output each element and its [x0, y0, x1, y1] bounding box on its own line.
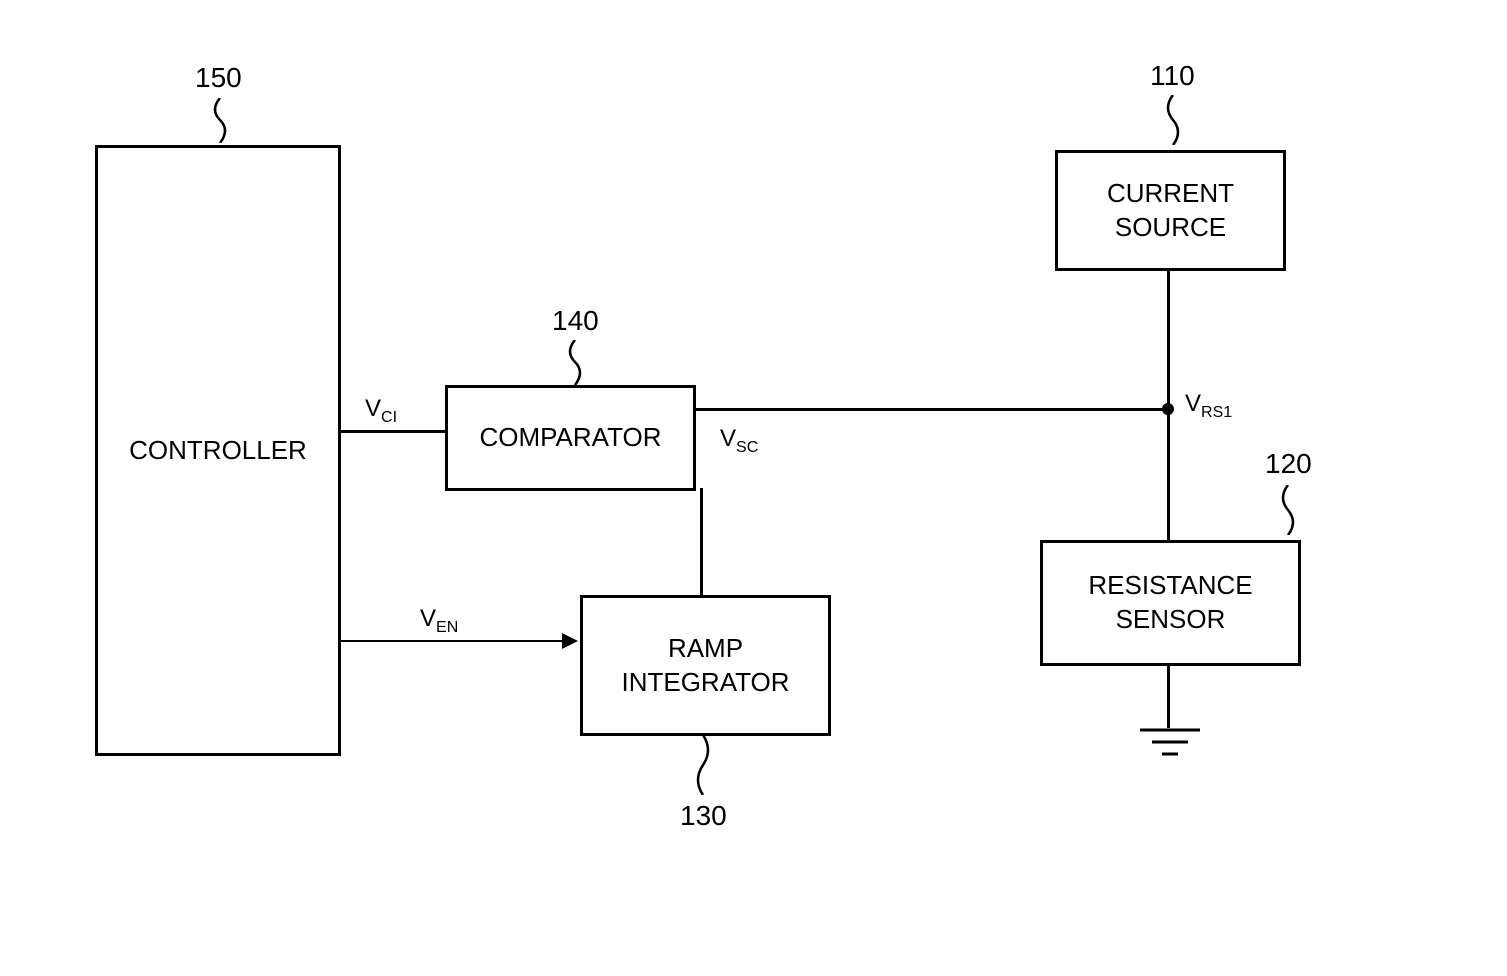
signal-vsc: VSC — [720, 425, 758, 457]
diagram-canvas: CONTROLLER 150 COMPARATOR 140 RAMPINTEGR… — [0, 0, 1507, 976]
wire-currentsource-node — [1167, 268, 1170, 411]
comparator-label: COMPARATOR — [479, 421, 661, 455]
controller-block: CONTROLLER — [95, 145, 341, 756]
controller-ref: 150 — [195, 62, 242, 94]
resistance-sensor-label: RESISTANCESENSOR — [1088, 569, 1252, 637]
controller-squiggle — [205, 98, 235, 143]
comparator-block: COMPARATOR — [445, 385, 696, 491]
comparator-squiggle — [560, 340, 590, 385]
node-vrs1 — [1162, 403, 1174, 415]
signal-vrs1: VRS1 — [1185, 390, 1232, 422]
controller-label: CONTROLLER — [129, 434, 307, 468]
current-source-label: CURRENTSOURCE — [1107, 177, 1234, 245]
ground-symbol — [1130, 725, 1210, 765]
ramp-integrator-block: RAMPINTEGRATOR — [580, 595, 831, 736]
comparator-ref: 140 — [552, 305, 599, 337]
wire-resistancesensor-ground — [1167, 663, 1170, 728]
wire-controller-ramp — [338, 640, 564, 642]
ramp-integrator-squiggle — [688, 735, 718, 795]
current-source-ref: 110 — [1150, 60, 1195, 92]
resistance-sensor-ref: 120 — [1265, 448, 1312, 480]
signal-vci: VCI — [365, 395, 397, 427]
current-source-block: CURRENTSOURCE — [1055, 150, 1286, 271]
wire-comparator-ramp — [700, 488, 703, 595]
resistance-sensor-squiggle — [1273, 485, 1303, 535]
resistance-sensor-block: RESISTANCESENSOR — [1040, 540, 1301, 666]
signal-ven: VEN — [420, 605, 458, 637]
ramp-integrator-label: RAMPINTEGRATOR — [621, 632, 789, 700]
wire-comparator-node — [693, 408, 1170, 411]
wire-node-resistancesensor — [1167, 408, 1170, 540]
ramp-integrator-ref: 130 — [680, 800, 727, 832]
wire-controller-comparator — [338, 430, 445, 433]
current-source-squiggle — [1158, 95, 1188, 145]
arrow-ven — [562, 633, 578, 649]
